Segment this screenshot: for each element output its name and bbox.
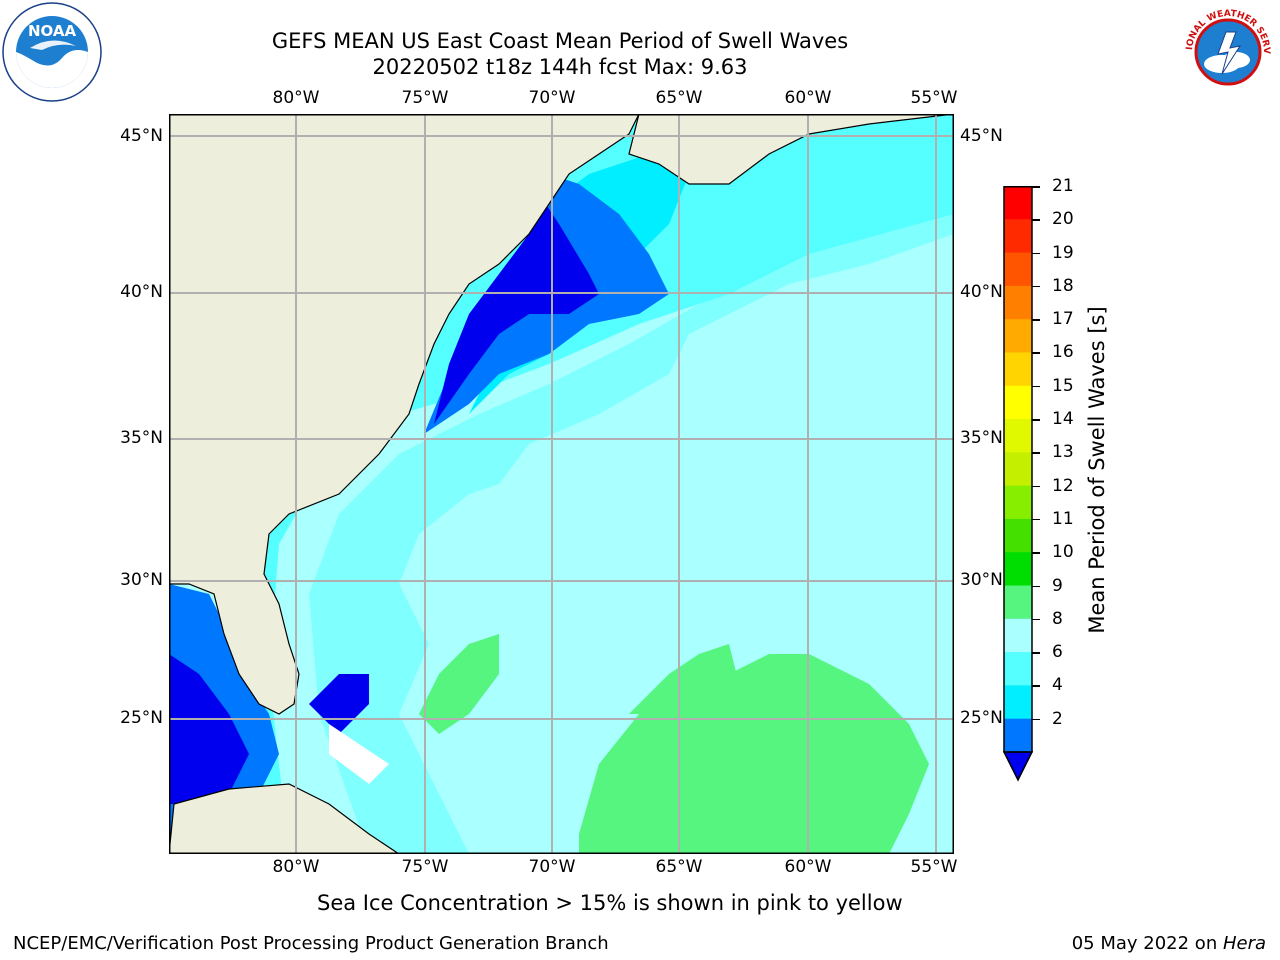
swell-band-2-4s — [434, 194, 599, 424]
chart-title-line1: GEFS MEAN US East Coast Mean Period of S… — [271, 29, 849, 53]
colorbar-tick-label: 11 — [1052, 508, 1074, 529]
colorbar-tick-label: 9 — [1052, 575, 1063, 596]
colorbar-bin — [1004, 186, 1032, 220]
colorbar-tick-label: 8 — [1052, 608, 1063, 629]
lon-label-top: 75°W — [401, 88, 449, 108]
colorbar-tick-label: 2 — [1052, 708, 1063, 729]
colorbar-tick-label: 4 — [1052, 675, 1063, 696]
colorbar — [1000, 186, 1036, 786]
colorbar-tick — [1032, 385, 1040, 388]
lon-label-bottom: 80°W — [272, 857, 320, 877]
colorbar-tick-label: 16 — [1052, 342, 1074, 363]
lat-label-right: 35°N — [960, 428, 1003, 448]
colorbar-tick-label: 21 — [1052, 176, 1074, 196]
sea-ice-note: Sea Ice Concentration > 15% is shown in … — [317, 891, 903, 915]
colorbar-tick — [1032, 618, 1040, 621]
colorbar-bin — [1004, 252, 1032, 287]
colorbar-tick-label: 18 — [1052, 275, 1074, 296]
colorbar-tick — [1032, 186, 1040, 188]
colorbar-bin — [1004, 552, 1032, 587]
colorbar-tick — [1032, 552, 1040, 554]
colorbar-bin — [1004, 652, 1032, 686]
lon-label-top: 60°W — [784, 88, 832, 108]
colorbar-tick — [1032, 419, 1040, 421]
lon-label-bottom: 70°W — [528, 857, 576, 877]
colorbar-bin — [1004, 285, 1032, 320]
colorbar-tick — [1032, 718, 1040, 721]
lon-label-top: 55°W — [910, 88, 958, 108]
colorbar-bin — [1004, 419, 1032, 453]
chart-title-line2: 20220502 t18z 144h fcst Max: 9.63 — [372, 55, 748, 79]
date-text: 05 May 2022 on — [1071, 933, 1223, 954]
colorbar-bin — [1004, 685, 1032, 720]
colorbar-tick-label: 10 — [1052, 542, 1074, 563]
colorbar-bin — [1004, 485, 1032, 520]
lat-label-left: 25°N — [120, 708, 163, 728]
colorbar-frame — [1003, 186, 1033, 753]
colorbar-bin — [1004, 319, 1032, 353]
lat-label-left: 45°N — [120, 126, 163, 146]
lat-label-left: 35°N — [120, 428, 163, 448]
colorbar-tick — [1032, 685, 1040, 687]
colorbar-title: Mean Period of Swell Waves [s] — [1085, 306, 1109, 634]
colorbar-tick-label: 6 — [1052, 642, 1063, 663]
colorbar-tick-label: 12 — [1052, 475, 1074, 496]
colorbar-bin — [1004, 518, 1032, 553]
colorbar-tick — [1032, 452, 1040, 454]
lat-label-left: 40°N — [120, 282, 163, 302]
map-panel — [169, 114, 954, 854]
gridlines — [169, 114, 954, 854]
colorbar-tick — [1032, 252, 1040, 255]
lon-label-top: 65°W — [655, 88, 703, 108]
colorbar-tick — [1032, 485, 1040, 488]
colorbar-bin — [1004, 452, 1032, 487]
colorbar-tick — [1032, 652, 1040, 654]
colorbar-tick-label: 13 — [1052, 442, 1074, 463]
colorbar-tick-label: 20 — [1052, 209, 1074, 230]
colorbar-bin — [1004, 352, 1032, 387]
lat-label-right: 40°N — [960, 282, 1003, 302]
lon-label-top: 70°W — [528, 88, 576, 108]
colorbar-tick — [1032, 285, 1040, 288]
lat-label-left: 30°N — [120, 570, 163, 590]
colorbar-tick-label: 14 — [1052, 409, 1074, 430]
lon-label-bottom: 55°W — [910, 857, 958, 877]
colorbar-tick-label: 19 — [1052, 242, 1074, 263]
map-frame — [169, 114, 954, 854]
nws-logo: NATIONAL WEATHER SERVICE — [1174, 0, 1278, 102]
noaa-logo: NOAA — [2, 2, 102, 102]
lat-label-right: 30°N — [960, 570, 1003, 590]
colorbar-tick — [1032, 585, 1040, 588]
lon-label-bottom: 60°W — [784, 857, 832, 877]
lat-label-right: 25°N — [960, 708, 1003, 728]
colorbar-tick — [1032, 352, 1040, 354]
lon-label-bottom: 65°W — [655, 857, 703, 877]
noaa-text: NOAA — [28, 22, 77, 40]
colorbar-bin — [1004, 385, 1032, 420]
credit-text: NCEP/EMC/Verification Post Processing Pr… — [13, 933, 609, 954]
lat-label-right: 45°N — [960, 126, 1003, 146]
colorbar-tick — [1032, 319, 1040, 321]
map-svg — [169, 114, 954, 854]
lon-label-bottom: 75°W — [401, 857, 449, 877]
colorbar-tick-label: 15 — [1052, 375, 1074, 396]
colorbar-bin — [1004, 718, 1032, 753]
colorbar-bin — [1004, 618, 1032, 653]
colorbar-bin — [1004, 585, 1032, 620]
colorbar-tick-label: 17 — [1052, 309, 1074, 330]
swell-band-8-9s-mid — [419, 634, 499, 734]
canada-land — [628, 114, 954, 185]
colorbar-svg — [1002, 186, 1034, 782]
colorbar-tick — [1032, 518, 1040, 521]
cuba-land — [169, 783, 401, 854]
colorbar-bin — [1004, 219, 1032, 254]
machine-name: Hera — [1222, 933, 1266, 954]
colorbar-underflow-arrow — [1002, 751, 1034, 782]
date-stamp: 05 May 2022 on Hera — [1072, 933, 1266, 954]
lon-label-top: 80°W — [272, 88, 320, 108]
colorbar-tick — [1032, 219, 1040, 221]
